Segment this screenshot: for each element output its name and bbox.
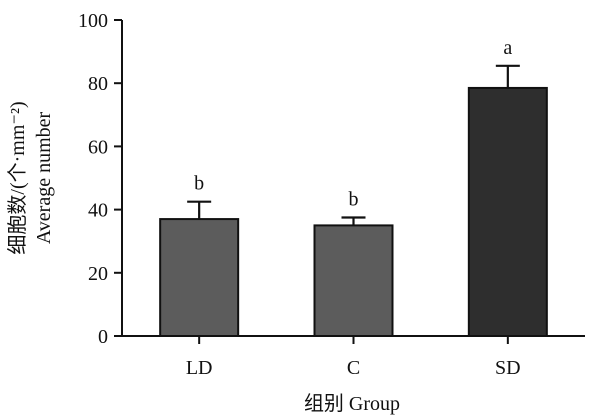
y-axis: 0 20 40 60 80 100 — [78, 10, 123, 348]
significance-label-ld: b — [194, 173, 204, 195]
y-tick-label: 100 — [78, 10, 108, 32]
x-tick-label-sd: SD — [495, 357, 521, 379]
y-tick-label: 0 — [98, 326, 108, 348]
bar-sd — [467, 86, 548, 337]
y-tick-label: 80 — [88, 73, 108, 95]
y-axis-title-line-1: 细胞数/(个·mm⁻²) — [6, 101, 29, 254]
y-tick-label: 60 — [88, 136, 108, 158]
y-axis-title-line-2: Average number — [33, 111, 55, 244]
bar-c — [313, 224, 394, 337]
bars: b b a — [159, 37, 548, 337]
significance-label-sd: a — [503, 37, 512, 59]
bar-ld — [159, 218, 240, 337]
x-tick-label-ld: LD — [186, 357, 213, 379]
x-tick-label-c: C — [347, 357, 360, 379]
x-axis: LD C SD — [122, 335, 585, 379]
significance-label-c: b — [349, 189, 359, 211]
y-axis-title: 细胞数/(个·mm⁻²) Average number — [6, 101, 55, 254]
y-tick-label: 20 — [88, 263, 108, 285]
x-axis-title: 组别 Group — [304, 392, 400, 415]
y-tick-label: 40 — [88, 200, 108, 222]
